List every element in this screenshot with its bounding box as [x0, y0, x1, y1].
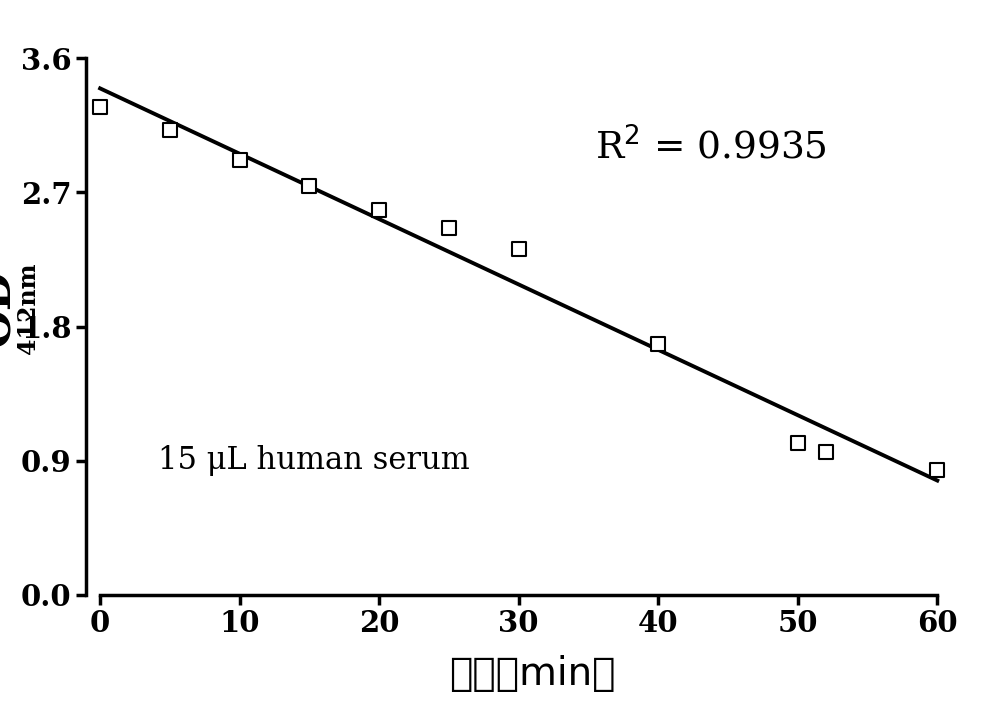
Point [92, 101, 108, 113]
Point [371, 204, 387, 216]
Text: R$^2$ = 0.9935: R$^2$ = 0.9935 [595, 128, 827, 166]
Point [301, 181, 317, 192]
Text: 412nm: 412nm [16, 262, 40, 353]
Point [441, 222, 457, 233]
Point [790, 437, 806, 448]
Text: 15 μL human serum: 15 μL human serum [158, 445, 469, 476]
Text: OD: OD [0, 269, 18, 346]
X-axis label: 时间（min）: 时间（min） [449, 655, 616, 693]
Point [650, 338, 666, 350]
Point [929, 464, 945, 476]
Point [162, 124, 178, 136]
Point [511, 243, 527, 255]
Point [232, 154, 248, 165]
Point [818, 446, 834, 458]
